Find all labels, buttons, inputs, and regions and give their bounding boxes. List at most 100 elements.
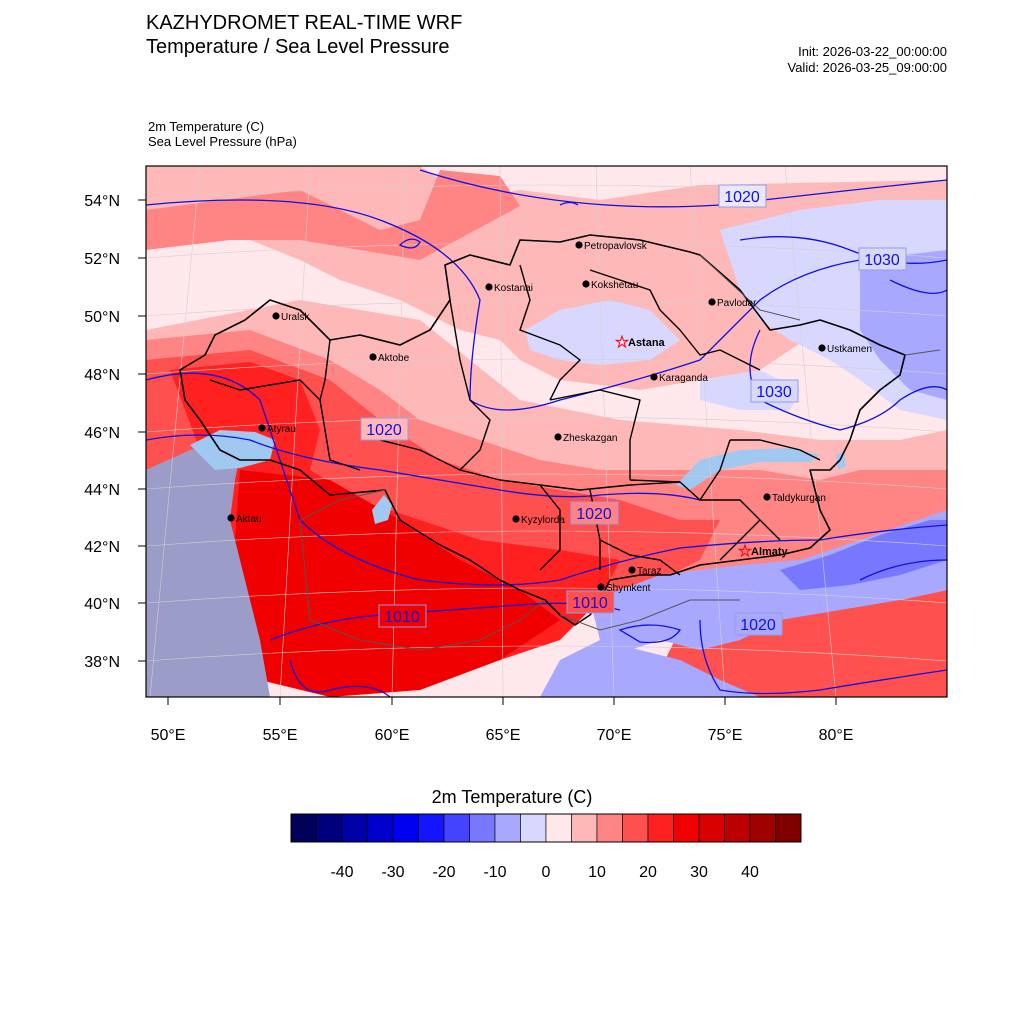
city-label: Ustkamen	[827, 344, 872, 355]
longitude-labels: 50°E 55°E 60°E 65°E 70°E 75°E 80°E	[151, 727, 854, 744]
axis-ticks	[138, 199, 837, 705]
colorbar-tick-label: -20	[432, 864, 455, 881]
isobar-label: 1010	[572, 595, 608, 612]
colorbar-tick-labels: -40 -30 -20 -10 0 10 20 30 40	[330, 864, 759, 881]
lat-label: 52°N	[84, 251, 120, 268]
city-zheskazgan: Zheskazgan	[554, 433, 617, 444]
colorbar-swatch	[749, 813, 776, 843]
colorbar-swatch	[647, 813, 674, 843]
city-label: Astana	[628, 337, 666, 349]
colorbar-swatch	[392, 813, 419, 843]
city-dot	[582, 280, 590, 288]
city-dot	[554, 433, 562, 441]
lat-label: 38°N	[84, 654, 120, 671]
city-dot	[512, 515, 520, 523]
colorbar-swatch	[520, 813, 547, 843]
colorbar-swatch	[698, 813, 725, 843]
temperature-fill-cold-south	[540, 640, 760, 697]
lon-label: 70°E	[597, 727, 632, 744]
colorbar-swatch	[418, 813, 445, 843]
colorbar-swatch	[724, 813, 751, 843]
colorbar-swatch	[494, 813, 521, 843]
city-label: Almaty	[751, 546, 789, 558]
city-dot	[628, 566, 636, 574]
colorbar-swatch	[673, 813, 700, 843]
colorbar-swatch	[469, 813, 496, 843]
colorbar-title: 2m Temperature (C)	[431, 787, 593, 807]
city-markers: Petropavlovsk Kostanai Kokshetau Pavloda…	[227, 241, 872, 594]
city-label: Pavlodar	[717, 298, 757, 309]
colorbar-tick-label: -40	[330, 864, 353, 881]
city-taldykurgan: Taldykurgan	[763, 493, 826, 504]
city-aktobe: Aktobe	[369, 353, 410, 364]
city-atyrau: Atyrau	[258, 424, 296, 435]
isobar-label: 1020	[366, 422, 402, 439]
lake-balkhash	[676, 448, 820, 490]
city-karaganda: Karaganda	[650, 373, 708, 384]
colorbar-tick-label: 40	[741, 864, 759, 881]
city-label: Aktau	[236, 514, 262, 525]
city-label: Uralsk	[281, 312, 310, 323]
city-petropavlovsk: Petropavlovsk	[575, 241, 648, 252]
colorbar-swatch	[290, 813, 317, 843]
lat-label: 40°N	[84, 596, 120, 613]
isobar-label: 1020	[576, 506, 612, 523]
lat-label: 54°N	[84, 193, 120, 210]
lon-label: 80°E	[819, 727, 854, 744]
lat-label: 50°N	[84, 309, 120, 326]
temperature-colorbar	[290, 813, 802, 843]
isobar-label-box	[360, 417, 409, 441]
temperature-fill-freezing-northeast	[860, 250, 947, 400]
colorbar-tick-label: -10	[483, 864, 506, 881]
city-label: Taraz	[637, 566, 661, 577]
isobar-label-box	[570, 501, 619, 525]
city-kyzylorda: Kyzylorda	[512, 515, 565, 526]
latitude-labels: 54°N 52°N 50°N 48°N 46°N 44°N 42°N 40°N …	[84, 193, 120, 671]
lon-label: 55°E	[263, 727, 298, 744]
map-title: KAZHYDROMET REAL-TIME WRF	[146, 12, 463, 34]
map-panel	[146, 166, 947, 697]
city-label: Kyzylorda	[521, 515, 565, 526]
city-label: Aktobe	[378, 353, 410, 364]
lon-label: 75°E	[708, 727, 743, 744]
colorbar-swatch	[545, 813, 572, 843]
city-dot	[575, 241, 583, 249]
map-subtitle: Temperature / Sea Level Pressure	[146, 36, 450, 58]
lat-label: 48°N	[84, 367, 120, 384]
pressure-field-label: Sea Level Pressure (hPa)	[148, 134, 297, 149]
colorbar-frame	[290, 813, 802, 843]
isobar-labels: 1020 1030 1030 1020 1020 1010 1010 1020	[360, 184, 907, 636]
isobar-label-box	[566, 590, 615, 614]
city-dot	[763, 493, 771, 501]
colorbar-swatch	[622, 813, 649, 843]
temperature-fill-very-cold	[780, 520, 947, 590]
lake-alakol	[836, 452, 846, 470]
city-dot	[818, 344, 826, 352]
lat-label: 42°N	[84, 539, 120, 556]
aral-sea	[372, 495, 392, 524]
city-label: Zheskazgan	[563, 433, 617, 444]
city-shymkent: Shymkent	[597, 583, 651, 594]
colorbar-swatch	[341, 813, 368, 843]
colorbar-swatch	[316, 813, 343, 843]
city-label: Karaganda	[659, 373, 708, 384]
valid-time: Valid: 2026-03-25_09:00:00	[787, 60, 948, 75]
isobar-label: 1030	[864, 252, 900, 269]
city-taraz: Taraz	[628, 566, 661, 577]
colorbar-swatch	[571, 813, 598, 843]
city-label: Atyrau	[267, 424, 296, 435]
city-kostanai: Kostanai	[485, 283, 533, 294]
city-uralsk: Uralsk	[272, 312, 310, 323]
capital-star-icon: ★	[738, 543, 751, 560]
lon-label: 50°E	[151, 727, 186, 744]
kazakhstan-border	[179, 234, 906, 626]
lon-label: 65°E	[486, 727, 521, 744]
isobar-label-box	[718, 184, 767, 208]
city-dot	[369, 353, 377, 361]
city-label: Kokshetau	[591, 280, 638, 291]
temperature-field-label: 2m Temperature (C)	[148, 119, 265, 134]
colorbar-tick-label: -30	[381, 864, 404, 881]
isobar-label: 1020	[724, 189, 760, 206]
city-dot	[258, 424, 266, 432]
isobar-label-box	[750, 379, 799, 403]
